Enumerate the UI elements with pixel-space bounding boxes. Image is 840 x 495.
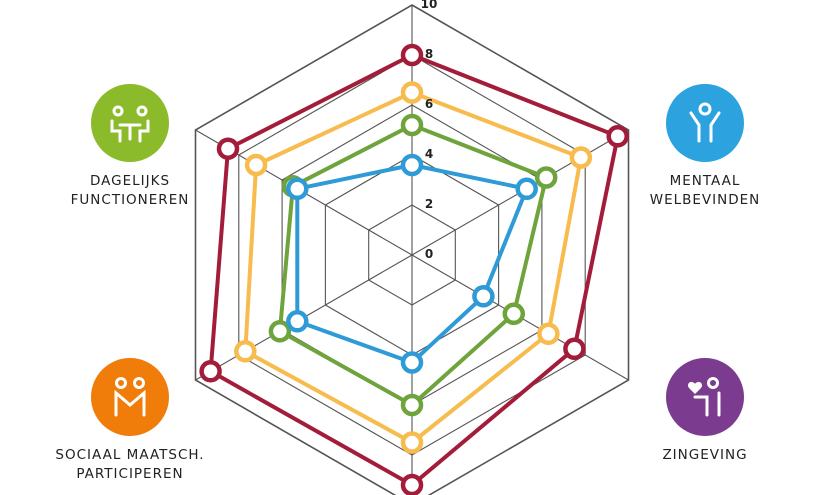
radar-series <box>199 43 629 495</box>
data-point <box>286 310 309 333</box>
data-point <box>286 177 309 201</box>
data-point <box>400 113 424 137</box>
data-point <box>400 473 424 495</box>
tick-label: 10 <box>421 0 438 11</box>
data-point <box>216 137 240 160</box>
series <box>286 153 538 374</box>
series <box>199 43 629 495</box>
radar-ticks: 0 2 4 6 8 10 <box>421 0 438 261</box>
axis-zingeving: ZINGEVING <box>620 358 790 465</box>
data-point <box>244 153 268 177</box>
data-point <box>502 302 526 326</box>
data-point <box>400 431 424 454</box>
data-point <box>400 153 424 177</box>
data-point <box>400 43 424 67</box>
tick-label: 4 <box>425 147 433 161</box>
axis-sociaal-maatsch-participeren: SOCIAAL MAATSCH. PARTICIPEREN <box>45 358 215 484</box>
axis-dagelijks-functioneren: DAGELIJKS FUNCTIONEREN <box>45 84 215 210</box>
data-point <box>537 322 560 346</box>
tick-label: 0 <box>425 247 433 261</box>
data-point <box>515 177 538 201</box>
data-point <box>606 125 629 148</box>
data-point <box>569 146 593 169</box>
data-point <box>563 337 586 361</box>
data-point <box>199 360 222 383</box>
axis-label-mentaal-welbevinden: MENTAAL WELBEVINDEN <box>649 173 761 208</box>
axis-label-dagelijks-functioneren: DAGELIJKS FUNCTIONEREN <box>70 173 190 208</box>
tick-label: 6 <box>425 97 433 111</box>
heart-person-icon <box>666 358 744 436</box>
data-point <box>268 320 292 343</box>
tick-label: 8 <box>425 47 433 61</box>
axis-label-zingeving: ZINGEVING <box>662 447 748 463</box>
tick-label: 2 <box>425 197 433 211</box>
table-people-icon <box>91 84 169 162</box>
axis-label-sociaal-maatsch-participeren: SOCIAAL MAATSCH. PARTICIPEREN <box>55 447 205 482</box>
person-icon <box>666 84 744 162</box>
data-point <box>400 81 424 104</box>
people-icon <box>91 358 169 436</box>
data-point <box>234 340 257 363</box>
data-point <box>534 166 558 189</box>
data-point <box>400 351 424 374</box>
data-point <box>472 285 495 308</box>
data-point <box>400 393 424 417</box>
axis-mentaal-welbevinden: MENTAAL WELBEVINDEN <box>620 84 790 210</box>
series <box>234 81 593 454</box>
